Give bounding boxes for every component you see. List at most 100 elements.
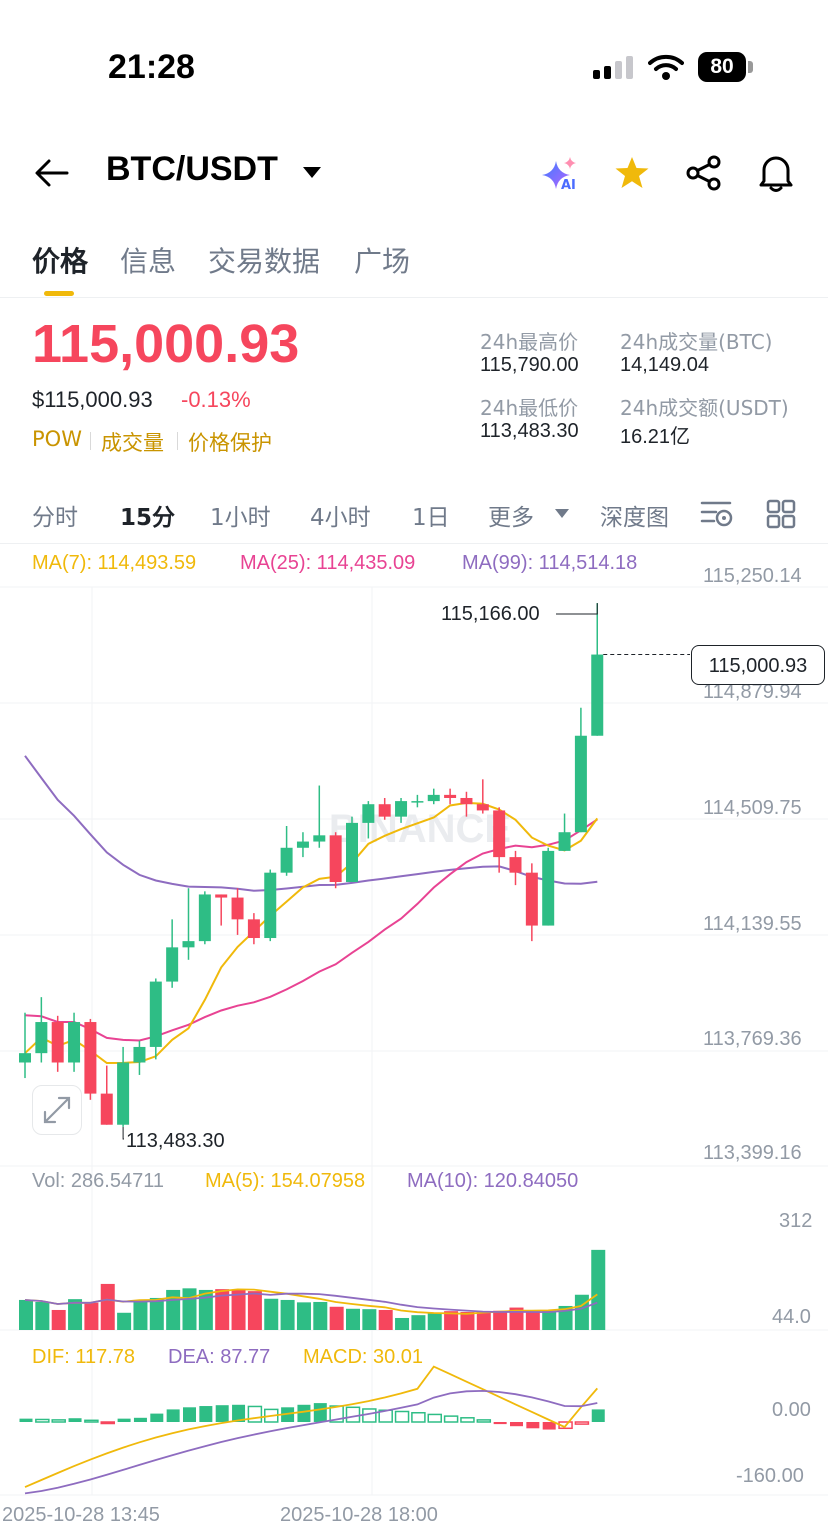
candle (427, 788, 440, 805)
candle-body (182, 941, 195, 948)
tag-pow[interactable]: POW (32, 427, 82, 451)
status-time: 21:28 (108, 48, 195, 86)
volume-bar (19, 1299, 33, 1330)
macd-bar (51, 1419, 66, 1423)
volume-bar (395, 1317, 410, 1330)
favorite-star-icon[interactable] (614, 156, 650, 190)
tab-square[interactable]: 广场 (354, 245, 411, 278)
candle (100, 1065, 113, 1125)
kline-chart[interactable]: BINANCE (0, 540, 828, 1530)
volume-ma10-legend: MA(10): 120.84050 (407, 1170, 579, 1192)
candle (296, 832, 309, 858)
depth-chart-tab[interactable]: 深度图 (600, 505, 669, 531)
max-price-pointer (556, 603, 598, 615)
macd-bar (19, 1418, 33, 1422)
usd-price: $115,000.93 (32, 387, 153, 412)
interval-4h[interactable]: 4小时 (310, 505, 371, 531)
candle (247, 913, 260, 945)
volume-bar (493, 1310, 508, 1330)
candle (182, 888, 195, 960)
max-price-label: 115,166.00 (441, 603, 540, 625)
interval-1d[interactable]: 1日 (412, 505, 450, 531)
macd-dea-line (24, 1389, 598, 1495)
pair-title[interactable]: BTC/USDT (106, 150, 278, 188)
candle (509, 850, 522, 886)
macd-bar (297, 1404, 311, 1422)
volume-bar (378, 1309, 393, 1330)
volume-ma5-legend: MA(5): 154.07958 (205, 1170, 366, 1192)
macd-bar (232, 1404, 246, 1422)
volume-bar (444, 1311, 459, 1330)
candle-body (460, 797, 473, 805)
volume-bar (51, 1309, 66, 1330)
layout-grid-icon[interactable] (766, 499, 796, 529)
macd-bar (476, 1419, 492, 1423)
volume-bar (166, 1289, 181, 1330)
more-dropdown-icon[interactable] (554, 508, 570, 520)
ma7-line (24, 801, 599, 1065)
volume-bar (591, 1249, 606, 1330)
macd-axis-tick: -160.00 (736, 1465, 804, 1487)
tag-price-protection[interactable]: 价格保护 (188, 431, 272, 455)
candle-body (198, 894, 211, 942)
candle-body (427, 794, 440, 802)
candle-body (444, 794, 457, 798)
volume-bar (182, 1288, 197, 1330)
macd-value-legend: MACD: 30.01 (303, 1346, 424, 1368)
high-label: 24h最高价 (480, 330, 579, 354)
candle (264, 869, 277, 942)
pair-dropdown-icon[interactable] (302, 166, 322, 180)
volume-btc-value: 14,149.04 (620, 354, 709, 376)
candle-body (51, 1022, 64, 1063)
candle (476, 779, 489, 814)
tag-volume[interactable]: 成交量 (101, 431, 164, 455)
macd-bar (313, 1403, 327, 1422)
candle-body (280, 847, 293, 873)
candle (558, 813, 571, 851)
volume-bar (460, 1311, 475, 1330)
macd-bar (411, 1412, 426, 1423)
interval-1h[interactable]: 1小时 (210, 505, 271, 531)
macd-bar (199, 1406, 213, 1422)
candle-body (35, 1022, 48, 1054)
min-price-label: 113,483.30 (126, 1130, 225, 1152)
volume-bar (427, 1312, 442, 1330)
notification-bell-icon[interactable] (758, 153, 794, 193)
ai-badge-label: AI (561, 178, 576, 193)
macd-dif-line (24, 1365, 598, 1488)
macd-bar (394, 1410, 410, 1423)
candle-body (362, 804, 375, 823)
candle-body (117, 1062, 130, 1125)
candle (329, 832, 342, 889)
volume-bar (280, 1299, 295, 1330)
macd-bar (345, 1406, 361, 1423)
volume-bar (84, 1302, 99, 1330)
ai-assistant-button[interactable]: AI (540, 155, 584, 195)
cellular-signal-icon (593, 56, 633, 79)
macd-dea-legend: DEA: 87.77 (168, 1346, 271, 1368)
price-change-percent: -0.13% (181, 387, 251, 412)
macd-bar (183, 1407, 196, 1422)
expand-chart-button[interactable] (32, 1085, 82, 1135)
volume-bar (35, 1301, 50, 1330)
interval-15m[interactable]: 15分 (120, 505, 176, 531)
indicator-settings-icon[interactable] (700, 498, 734, 530)
candle (444, 788, 457, 805)
interval-timeshare[interactable]: 分时 (32, 505, 78, 531)
macd-bar (574, 1421, 590, 1425)
share-icon[interactable] (686, 155, 722, 191)
candle (313, 785, 326, 848)
candle (166, 919, 179, 988)
high-value: 115,790.00 (480, 354, 579, 376)
tab-price[interactable]: 价格 (32, 245, 89, 278)
back-arrow-icon[interactable] (34, 158, 70, 188)
volume-bar (411, 1315, 426, 1330)
last-price: 115,000.93 (32, 314, 300, 374)
interval-more[interactable]: 更多 (488, 505, 534, 531)
volume-bar (542, 1310, 557, 1330)
tab-info[interactable]: 信息 (120, 245, 177, 278)
price-axis-tick: 114,139.55 (703, 913, 802, 935)
candle (35, 997, 48, 1063)
tag-separator (90, 432, 91, 450)
tab-trading-data[interactable]: 交易数据 (208, 245, 321, 278)
